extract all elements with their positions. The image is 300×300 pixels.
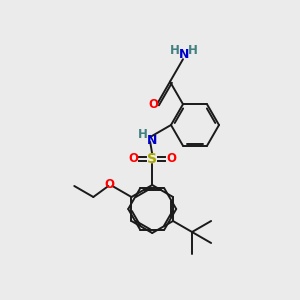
Text: O: O [104,178,114,190]
Text: H: H [138,128,148,142]
Text: S: S [147,152,157,166]
Text: H: H [170,44,180,57]
Text: O: O [148,98,158,111]
Text: O: O [128,152,138,166]
Text: N: N [179,48,189,61]
Text: O: O [166,152,176,166]
Text: H: H [188,44,198,57]
Text: N: N [147,134,158,146]
